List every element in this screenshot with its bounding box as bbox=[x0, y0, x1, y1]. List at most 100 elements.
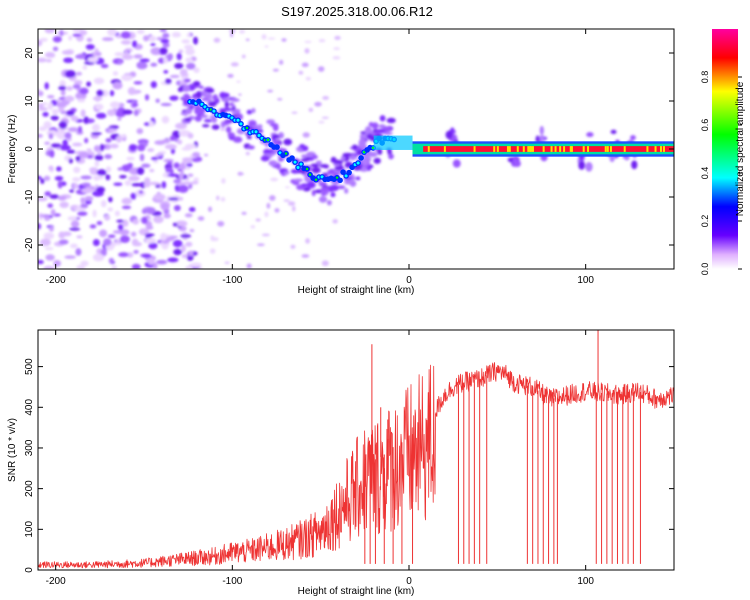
spectrogram-cell bbox=[112, 230, 124, 234]
spectrogram-cell bbox=[169, 95, 179, 101]
spectrogram-cell bbox=[321, 116, 329, 119]
carrier-band-speck bbox=[508, 146, 511, 152]
spectrogram-cell bbox=[159, 47, 168, 55]
spectrogram-cell bbox=[63, 57, 74, 64]
spectrogram-cell bbox=[317, 66, 325, 72]
spectrogram-cell bbox=[184, 110, 192, 115]
spectrogram-cell bbox=[117, 167, 124, 171]
x-tick-label: -200 bbox=[46, 576, 66, 587]
spectrogram-cell bbox=[171, 32, 181, 38]
spectrogram-cell bbox=[109, 101, 120, 109]
spectrogram-cell bbox=[255, 218, 261, 222]
spectrogram-cell bbox=[205, 88, 215, 94]
carrier-band-speck bbox=[654, 146, 657, 152]
spectrogram-cell bbox=[176, 139, 183, 145]
spectrogram-cell bbox=[276, 162, 281, 170]
spectrogram-cell bbox=[72, 84, 81, 89]
spectrogram-cell bbox=[113, 241, 123, 246]
spectrogram-cell bbox=[68, 158, 73, 164]
spectrogram-cell bbox=[189, 229, 195, 233]
spectrogram-cell bbox=[104, 154, 113, 160]
spectrogram-cell bbox=[138, 190, 144, 195]
spectrogram-cell bbox=[52, 46, 59, 52]
spectrogram-cell bbox=[132, 241, 143, 247]
spectrogram-cell bbox=[274, 208, 280, 213]
ridge-point-core bbox=[299, 162, 303, 166]
spectrogram-cell bbox=[43, 265, 55, 269]
spectrogram-cell bbox=[165, 166, 173, 175]
spectrogram-cell bbox=[83, 61, 95, 65]
spectrogram-cell bbox=[251, 107, 256, 114]
spectrogram-cell bbox=[144, 233, 155, 237]
spectrogram-cell bbox=[117, 60, 123, 65]
spectrogram-cell bbox=[195, 115, 202, 122]
spectrogram-cell bbox=[192, 36, 199, 45]
spectrogram-cell bbox=[366, 133, 374, 140]
spectrogram-cell bbox=[181, 157, 193, 162]
carrier-band-speck bbox=[609, 146, 612, 152]
spectrogram-cell bbox=[143, 35, 150, 42]
spectrogram-cell bbox=[167, 53, 174, 61]
spectrogram-cell bbox=[77, 211, 88, 216]
spectrogram-cell bbox=[193, 81, 201, 87]
spectrogram-cell bbox=[332, 219, 338, 224]
spectrogram-cell bbox=[332, 56, 341, 60]
spectrogram-cell bbox=[95, 112, 107, 119]
spectrogram-cell bbox=[366, 165, 372, 171]
spectrogram-cell bbox=[160, 202, 170, 211]
spectrogram-cell bbox=[57, 195, 67, 201]
spectrogram-cell bbox=[631, 160, 638, 170]
spectrogram-cell bbox=[136, 128, 144, 135]
spectrogram-cell bbox=[50, 143, 62, 148]
spectrogram-cell bbox=[181, 181, 192, 185]
spectrogram-cell bbox=[195, 90, 202, 98]
spectrogram-cell bbox=[65, 110, 75, 116]
spectrogram-cell bbox=[513, 160, 521, 167]
spectrogram-cell bbox=[69, 227, 81, 231]
spectrogram-cell bbox=[236, 80, 241, 83]
spectrogram-cell bbox=[44, 141, 50, 145]
spectrogram-cell bbox=[84, 195, 94, 202]
spectrogram-cell bbox=[96, 89, 104, 97]
spectrogram-cell bbox=[94, 177, 99, 181]
spectrogram-cell bbox=[148, 35, 157, 42]
spectrogram-cell bbox=[304, 48, 310, 54]
spectrogram-cell bbox=[173, 162, 180, 169]
spectrogram-cell bbox=[173, 179, 181, 184]
spectrogram-cell bbox=[452, 159, 461, 168]
spectrogram-cell bbox=[112, 81, 123, 90]
carrier-band-speck bbox=[623, 146, 626, 152]
spectrogram-cell bbox=[52, 108, 59, 116]
spectrogram-cell bbox=[61, 50, 74, 55]
colorbar-tick-label: 0.4 bbox=[700, 167, 710, 180]
spectrogram-cell bbox=[292, 205, 296, 212]
spectrogram-cell bbox=[169, 74, 180, 79]
spectrogram-cell bbox=[115, 135, 123, 143]
spectrogram-cell bbox=[352, 144, 358, 150]
carrier-band-speck bbox=[473, 146, 476, 152]
spectrogram-cell bbox=[344, 188, 349, 194]
spectrogram-cell bbox=[144, 237, 157, 244]
spectrogram-cell bbox=[373, 157, 381, 164]
spectrogram-cell bbox=[149, 181, 160, 186]
spectrogram-cell bbox=[207, 101, 217, 107]
spectrogram-cell bbox=[181, 147, 192, 151]
spectrogram-cell bbox=[44, 29, 55, 34]
spectrogram-cell bbox=[610, 129, 617, 135]
spectrogram-cell bbox=[56, 131, 67, 140]
carrier-band-speck bbox=[522, 146, 525, 152]
spectrogram-cell bbox=[186, 254, 194, 261]
spectrogram-cell bbox=[64, 132, 72, 139]
spectrogram-cell bbox=[59, 201, 69, 209]
ridge-point-core bbox=[254, 130, 258, 134]
snr-line bbox=[38, 362, 674, 569]
spectrogram-cell bbox=[162, 32, 170, 39]
spectrogram-cell bbox=[250, 225, 256, 229]
spectrogram-cell bbox=[181, 160, 193, 164]
spectrogram-cell bbox=[256, 243, 265, 246]
spectrogram-cell bbox=[72, 177, 81, 182]
snr-frame bbox=[37, 329, 675, 571]
spectrogram-cell bbox=[117, 224, 124, 231]
spectrogram-cell bbox=[43, 232, 55, 240]
spectrogram-cell bbox=[78, 93, 84, 100]
